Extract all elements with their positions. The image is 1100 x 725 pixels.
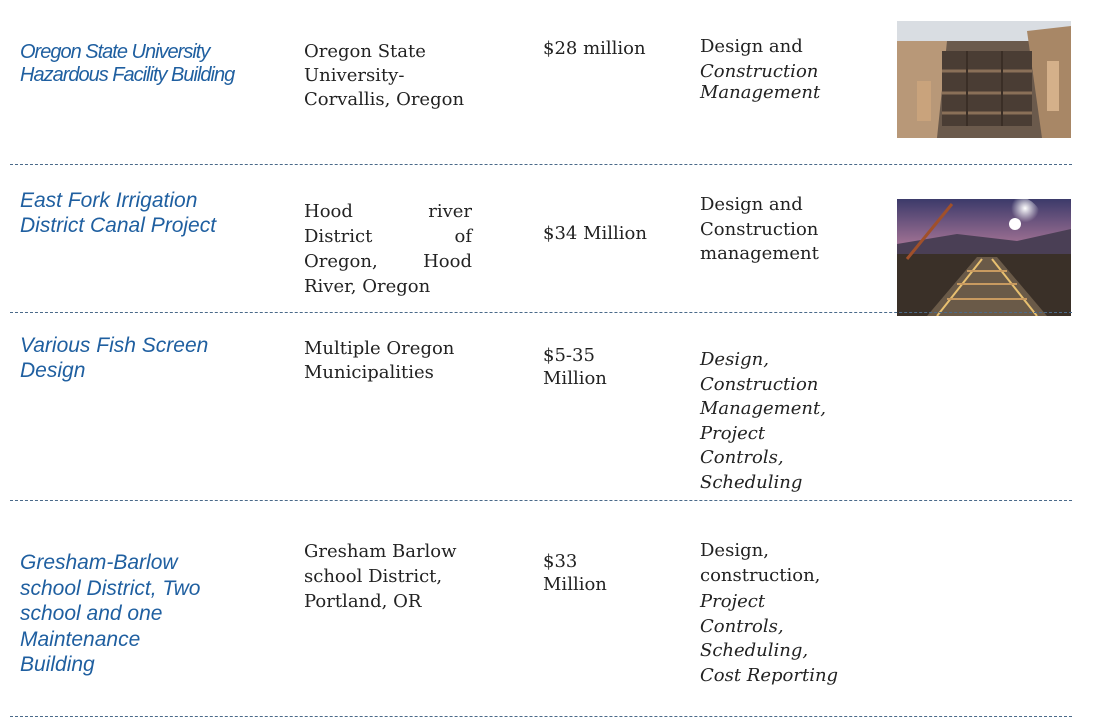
project-name-line: Oregon State University [20,41,210,63]
service-line: Scheduling [700,471,803,493]
project-location: Hood river District of Oregon, Hood Rive… [304,199,472,299]
project-name: Various Fish Screen Design [20,333,270,383]
service-line: Controls, [700,615,784,637]
project-name: East Fork Irrigation District Canal Proj… [20,188,270,238]
project-services: Design and Construction Management [700,35,880,106]
service-line: Construction [700,60,819,82]
project-name: Gresham-Barlow school District, Two scho… [20,550,270,678]
cost-line: $28 million [543,38,646,59]
project-name-line: Design [20,359,86,382]
cost-line: $33 [543,551,578,572]
service-line: construction, [700,564,821,586]
project-name-line: Building [20,653,95,676]
service-line: Construction [700,373,819,395]
row-divider [10,716,1072,717]
cost-line: Million [543,574,607,595]
project-services: Design and Construction management [700,193,880,267]
project-cost: $5-35 Million [543,344,673,390]
location-line: Gresham Barlow [304,541,457,562]
service-line: Construction [700,218,819,240]
service-line: Design and [700,36,803,57]
project-location: Multiple Oregon Municipalities [304,337,474,385]
service-line: Cost Reporting [700,664,839,686]
service-line: Controls, [700,447,784,468]
project-cost: $28 million [543,37,673,60]
project-location: Gresham Barlow school District, Portland… [304,539,474,614]
location-line: school District, [304,566,443,587]
row-divider [10,164,1072,165]
project-name-line: Gresham-Barlow [20,551,178,574]
construction-site-photo [897,21,1071,138]
project-name-line: Various Fish Screen [20,334,209,357]
cost-line: Million [543,368,607,389]
service-line: Management [700,82,821,103]
project-name: Oregon State University Hazardous Facili… [20,41,270,87]
project-name-line: East Fork Irrigation [20,189,198,212]
row-divider [10,500,1072,501]
project-name-line: Hazardous Facility Building [20,64,235,86]
project-cost: $34 Million [543,222,673,245]
location-line: University- [304,65,405,86]
service-line: management [700,243,819,264]
cost-line: $34 Million [543,223,647,244]
service-line: Scheduling, [700,640,809,661]
location-text: Hood river District of Oregon, Hood Rive… [304,201,472,297]
cost-line: $5-35 [543,345,595,366]
service-line: Management, [700,398,826,419]
service-line: Design, [700,349,769,370]
row-divider [10,312,1072,313]
project-name-line: Maintenance [20,627,141,651]
canal-night-photo [897,199,1071,316]
project-services: Design, Construction Management, Project… [700,348,880,495]
location-line: Portland, OR [304,591,422,612]
service-line: Project [700,591,766,612]
project-location: Oregon State University- Corvallis, Oreg… [304,40,474,112]
project-name-line: school and one [20,602,163,625]
project-name-line: District Canal Project [20,214,217,237]
location-line: Oregon State [304,41,426,62]
project-services: Design, construction, Project Controls, … [700,539,880,688]
project-name-line: school District, Two [20,576,201,600]
project-cost: $33 Million [543,550,673,596]
location-line: Corvallis, Oregon [304,89,465,110]
service-line: Design, [700,540,769,561]
location-line: Multiple Oregon [304,338,455,359]
location-line: Municipalities [304,362,434,383]
service-line: Project [700,422,766,444]
service-line: Design and [700,194,803,215]
